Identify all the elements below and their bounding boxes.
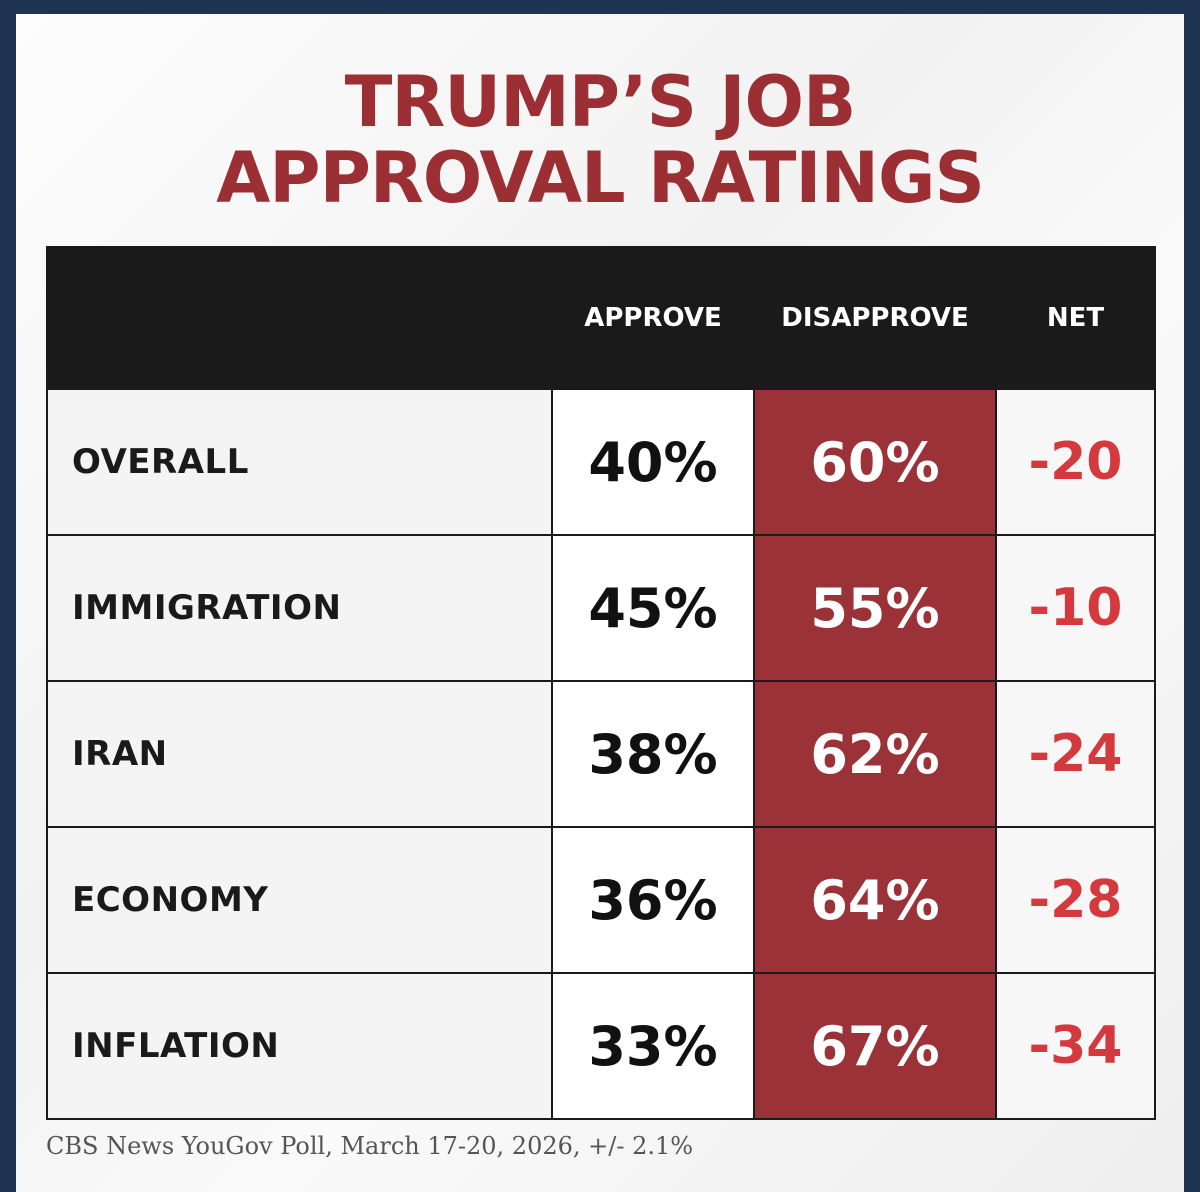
title-line-1: TRUMP’S JOB xyxy=(344,61,857,143)
row-disapprove-value: 55% xyxy=(753,534,997,682)
row-net-value: -28 xyxy=(995,826,1156,974)
table-header-row: APPROVE DISAPPROVE NET xyxy=(46,246,1156,390)
row-net-value: -24 xyxy=(995,680,1156,828)
approval-table: APPROVE DISAPPROVE NET OVERALL 40% 60% -… xyxy=(46,246,1156,1120)
table-row: INFLATION 33% 67% -34 xyxy=(46,972,1156,1120)
row-category: ECONOMY xyxy=(46,826,553,974)
row-net-value: -34 xyxy=(995,972,1156,1120)
row-approve-value: 33% xyxy=(551,972,755,1120)
table-row: IRAN 38% 62% -24 xyxy=(46,680,1156,828)
chart-card: TRUMP’S JOB APPROVAL RATINGS APPROVE DIS… xyxy=(16,14,1184,1192)
chart-title: TRUMP’S JOB APPROVAL RATINGS xyxy=(16,64,1184,216)
table-row: OVERALL 40% 60% -20 xyxy=(46,388,1156,536)
title-line-2: APPROVAL RATINGS xyxy=(216,137,985,219)
row-approve-value: 45% xyxy=(551,534,755,682)
row-disapprove-value: 60% xyxy=(753,388,997,536)
row-category: IMMIGRATION xyxy=(46,534,553,682)
row-category: OVERALL xyxy=(46,388,553,536)
row-disapprove-value: 64% xyxy=(753,826,997,974)
row-category: IRAN xyxy=(46,680,553,828)
table-row: IMMIGRATION 45% 55% -10 xyxy=(46,534,1156,682)
row-disapprove-value: 62% xyxy=(753,680,997,828)
row-net-value: -20 xyxy=(995,388,1156,536)
header-net: NET xyxy=(995,246,1156,390)
row-disapprove-value: 67% xyxy=(753,972,997,1120)
row-net-value: -10 xyxy=(995,534,1156,682)
row-approve-value: 38% xyxy=(551,680,755,828)
header-category xyxy=(46,246,553,390)
row-approve-value: 36% xyxy=(551,826,755,974)
header-disapprove: DISAPPROVE xyxy=(753,246,997,390)
header-approve: APPROVE xyxy=(551,246,755,390)
row-approve-value: 40% xyxy=(551,388,755,536)
source-note: CBS News YouGov Poll, March 17-20, 2026,… xyxy=(46,1132,694,1160)
row-category: INFLATION xyxy=(46,972,553,1120)
table-row: ECONOMY 36% 64% -28 xyxy=(46,826,1156,974)
